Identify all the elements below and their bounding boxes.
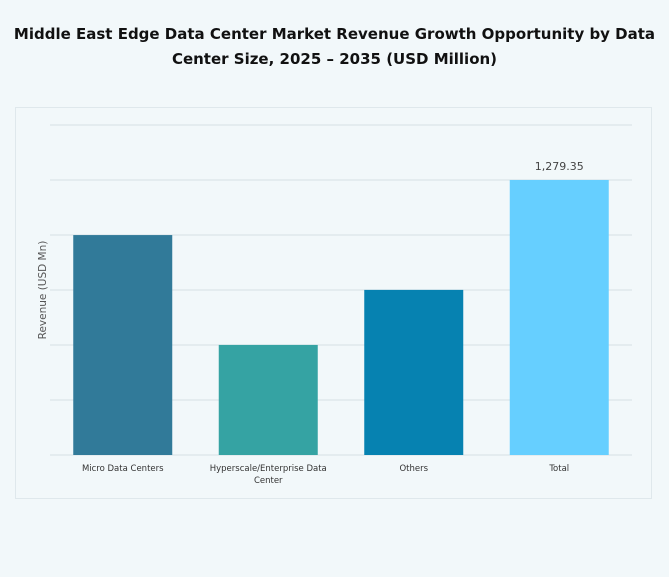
bar-hyperscale-enterprise-data-center xyxy=(218,344,318,455)
chart-title: Middle East Edge Data Center Market Reve… xyxy=(13,25,656,68)
x-tick-label: Others xyxy=(399,464,428,474)
x-tick-label: Total xyxy=(548,464,569,474)
bar-others xyxy=(364,289,464,455)
y-axis-label: Revenue (USD Mn) xyxy=(37,241,49,340)
bar-total xyxy=(509,179,609,456)
x-tick-label: Hyperscale/Enterprise Data Center xyxy=(210,464,327,486)
bar-micro-data-centers xyxy=(73,235,173,455)
x-tick-label: Micro Data Centers xyxy=(82,464,164,474)
data-label: 1,279.35 xyxy=(535,160,584,173)
